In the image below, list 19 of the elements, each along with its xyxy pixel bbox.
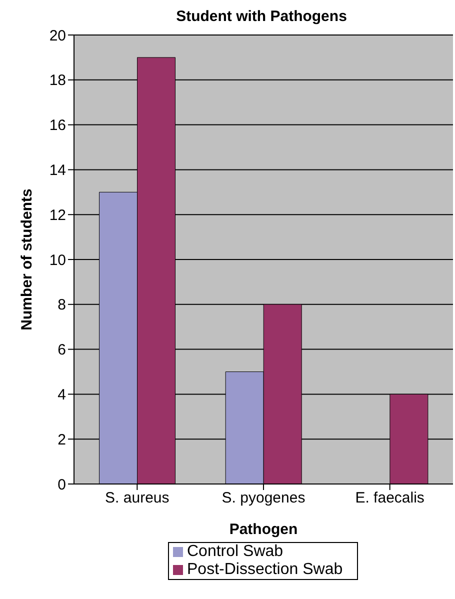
y-tick-label: 20 [49,27,66,44]
chart-title: Student with Pathogens [175,8,348,25]
y-tick-label: 6 [58,342,66,359]
y-tick-label: 2 [58,431,66,448]
y-tick-label: 16 [49,117,66,134]
x-tick-label: S. aureus [105,490,170,507]
x-tick-label: E. faecalis [355,490,424,507]
y-tick-label: 10 [49,252,66,269]
y-tick-label: 4 [58,386,66,404]
y-axis-title: Number of students [18,188,36,330]
y-tick-label: 0 [58,476,66,494]
y-tick-label: 14 [49,162,66,180]
legend-label: Post-Dissection Swab [187,561,343,578]
legend-label: Control Swab [187,543,284,560]
y-tick-label: 8 [58,296,66,314]
y-tick-label: 18 [49,72,66,90]
x-axis-title: Pathogen [229,521,298,538]
y-tick-label: 12 [49,206,66,224]
x-tick-label: S. pyogenes [222,490,306,507]
